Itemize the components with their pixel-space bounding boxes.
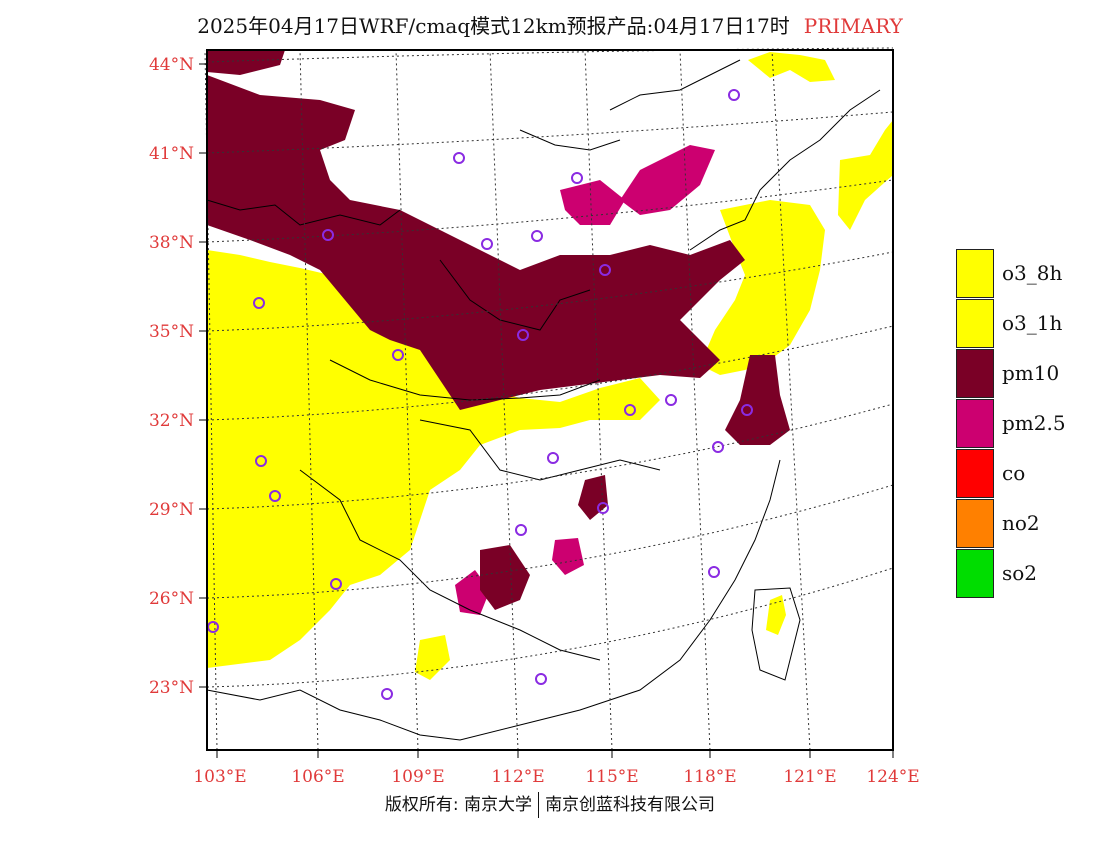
legend-item-so2: so2 (956, 549, 1100, 599)
o3-region-east (700, 200, 825, 375)
pm10-region-top (207, 50, 285, 75)
lat-label-29: 29°N (149, 500, 194, 520)
lon-label-121: 121°E (783, 767, 836, 787)
pm10-region-south2 (578, 475, 608, 520)
lon-label-124: 124°E (866, 767, 919, 787)
legend-label: o3_1h (1002, 311, 1063, 335)
lon-label-112: 112°E (491, 767, 544, 787)
lon-label-103: 103°E (193, 767, 246, 787)
footer-left: 版权所有: 南京大学 (384, 795, 533, 815)
legend-swatch (956, 499, 994, 548)
lon-label-118: 118°E (683, 767, 736, 787)
pm10-region-east (725, 355, 790, 445)
legend-swatch (956, 399, 994, 448)
o3-region-west (207, 250, 660, 668)
legend-label: pm10 (1002, 361, 1060, 385)
o3-region-taiwan (766, 595, 786, 635)
legend-swatch (956, 249, 994, 298)
map-frame (206, 49, 894, 751)
lat-label-32: 32°N (149, 411, 194, 431)
o3-region-south (415, 635, 450, 680)
footer-right: 南京创蓝科技有限公司 (545, 795, 716, 815)
graticule (204, 47, 894, 751)
legend-item-o3-8h: o3_8h (956, 249, 1100, 299)
lon-label-109: 109°E (391, 767, 444, 787)
title-text: 2025年04月17日WRF/cmaq模式12km预报产品:04月17日17时 (197, 14, 790, 38)
legend: o3_8h o3_1h pm10 pm2.5 co no2 so2 (956, 249, 1100, 599)
lat-label-41: 41°N (149, 144, 194, 164)
station-markers (207, 89, 753, 700)
pm25-region-ne (620, 145, 715, 215)
pm25-region-central (560, 180, 625, 225)
pm25-region-south2 (552, 538, 584, 575)
map-title: 2025年04月17日WRF/cmaq模式12km预报产品:04月17日17时 P… (0, 10, 1100, 39)
lon-label-115: 115°E (585, 767, 638, 787)
lat-label-26: 26°N (149, 589, 194, 609)
lat-label-38: 38°N (149, 233, 194, 253)
lon-label-106: 106°E (291, 767, 344, 787)
legend-swatch (956, 349, 994, 398)
footer-divider (538, 792, 540, 818)
title-tag: PRIMARY (803, 14, 903, 38)
o3-region-ne (838, 120, 893, 230)
legend-label: o3_8h (1002, 261, 1063, 285)
o3-region-north (748, 52, 835, 82)
legend-label: no2 (1002, 511, 1040, 535)
lat-label-23: 23°N (149, 678, 194, 698)
legend-item-pm10: pm10 (956, 349, 1100, 399)
tick-marks (199, 63, 894, 758)
legend-label: pm2.5 (1002, 411, 1066, 435)
pm10-region-south (480, 545, 530, 610)
lat-label-44: 44°N (149, 55, 194, 75)
legend-item-pm25: pm2.5 (956, 399, 1100, 449)
legend-item-no2: no2 (956, 499, 1100, 549)
legend-label: so2 (1002, 561, 1038, 585)
lat-label-35: 35°N (149, 322, 194, 342)
pm10-region-north (207, 75, 745, 410)
copyright-footer: 版权所有: 南京大学 南京创蓝科技有限公司 (0, 790, 1100, 818)
legend-swatch (956, 449, 994, 498)
legend-swatch (956, 549, 994, 598)
legend-label: co (1002, 461, 1026, 485)
legend-item-co: co (956, 449, 1100, 499)
legend-item-o3-1h: o3_1h (956, 299, 1100, 349)
boundary-lines (206, 59, 881, 741)
legend-swatch (956, 299, 994, 348)
